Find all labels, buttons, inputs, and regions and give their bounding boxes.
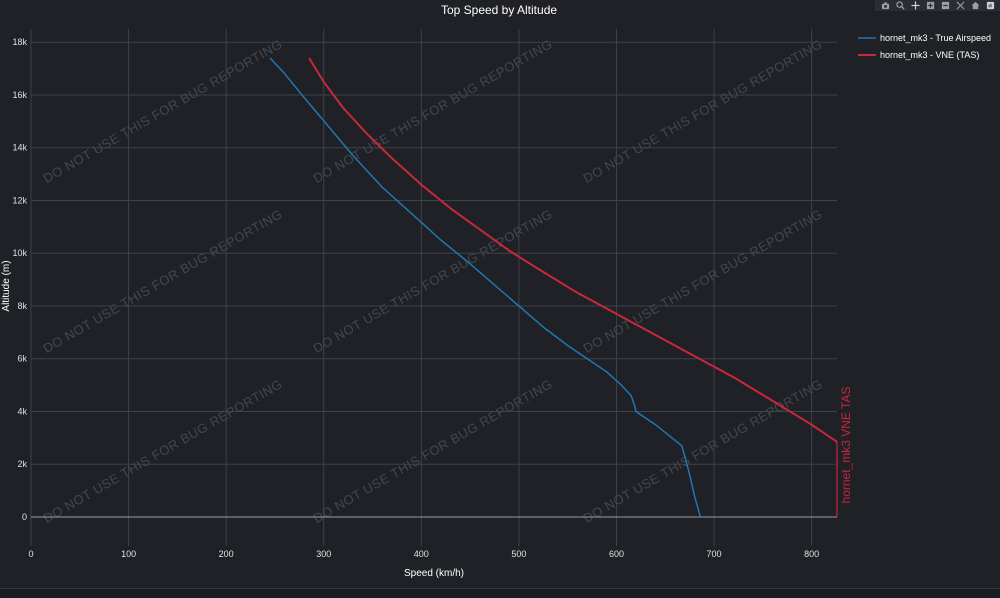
x-tick-label-4: 400 bbox=[414, 549, 429, 559]
reset-axes-icon[interactable] bbox=[970, 1, 980, 11]
camera-icon[interactable] bbox=[880, 1, 890, 11]
watermark-text-7: DO NOT USE THIS FOR BUG REPORTING bbox=[311, 376, 555, 526]
x-axis-title: Speed (km/h) bbox=[404, 568, 464, 579]
y-axis-title: Altitude (m) bbox=[1, 260, 12, 311]
y-tick-label-1: 2k bbox=[17, 459, 27, 469]
y-axis-ticks: 0 2k 4k 6k 8k 10k 12k 14k 16k 18k bbox=[12, 37, 27, 522]
chart-title: Top Speed by Altitude bbox=[441, 3, 557, 17]
watermark-text-6: DO NOT USE THIS FOR BUG REPORTING bbox=[41, 376, 285, 526]
watermark-layer: DO NOT USE THIS FOR BUG REPORTING DO NOT … bbox=[41, 36, 825, 526]
y-tick-label-0: 0 bbox=[22, 512, 27, 522]
y-tick-label-3: 6k bbox=[17, 354, 27, 364]
autoscale-icon[interactable] bbox=[955, 1, 965, 11]
legend[interactable]: hornet_mk3 - True Airspeed hornet_mk3 - V… bbox=[858, 33, 991, 60]
grid-lines bbox=[30, 29, 837, 546]
watermark-text-0: DO NOT USE THIS FOR BUG REPORTING bbox=[41, 36, 285, 186]
legend-item-0: hornet_mk3 - True Airspeed bbox=[880, 33, 991, 43]
y-tick-label-8: 16k bbox=[12, 90, 27, 100]
watermark-text-2: DO NOT USE THIS FOR BUG REPORTING bbox=[581, 36, 825, 186]
watermark-text-3: DO NOT USE THIS FOR BUG REPORTING bbox=[41, 206, 285, 356]
y-tick-label-4: 8k bbox=[17, 301, 27, 311]
zoom-icon[interactable] bbox=[895, 1, 905, 11]
x-tick-label-0: 0 bbox=[28, 549, 33, 559]
series-line-1 bbox=[308, 57, 838, 443]
x-tick-label-7: 700 bbox=[707, 549, 722, 559]
x-tick-label-5: 500 bbox=[511, 549, 526, 559]
x-axis-ticks: 0 100 200 300 400 500 600 700 800 bbox=[28, 549, 819, 559]
x-tick-label-1: 100 bbox=[121, 549, 136, 559]
x-tick-label-2: 200 bbox=[219, 549, 234, 559]
legend-item-1: hornet_mk3 - VNE (TAS) bbox=[880, 50, 979, 60]
pan-icon[interactable] bbox=[910, 1, 920, 11]
plotly-logo-icon[interactable] bbox=[985, 1, 995, 11]
y-tick-label-6: 12k bbox=[12, 195, 27, 205]
zoom-out-icon[interactable] bbox=[940, 1, 950, 11]
series-layer[interactable] bbox=[269, 57, 838, 518]
y-tick-label-5: 10k bbox=[12, 248, 27, 258]
vne-annotation: hornet_mk3 VNE TAS bbox=[839, 387, 853, 504]
bottom-bar bbox=[0, 588, 1000, 598]
y-tick-label-9: 18k bbox=[12, 37, 27, 47]
watermark-text-4: DO NOT USE THIS FOR BUG REPORTING bbox=[311, 206, 555, 356]
watermark-text-8: DO NOT USE THIS FOR BUG REPORTING bbox=[581, 376, 825, 526]
zoom-in-icon[interactable] bbox=[925, 1, 935, 11]
series-line-0 bbox=[269, 57, 702, 518]
y-tick-label-7: 14k bbox=[12, 143, 27, 153]
y-tick-label-2: 4k bbox=[17, 406, 27, 416]
x-tick-label-3: 300 bbox=[316, 549, 331, 559]
modebar bbox=[875, 0, 1000, 11]
x-tick-label-6: 600 bbox=[609, 549, 624, 559]
x-tick-label-8: 800 bbox=[804, 549, 819, 559]
watermark-text-5: DO NOT USE THIS FOR BUG REPORTING bbox=[581, 206, 825, 356]
